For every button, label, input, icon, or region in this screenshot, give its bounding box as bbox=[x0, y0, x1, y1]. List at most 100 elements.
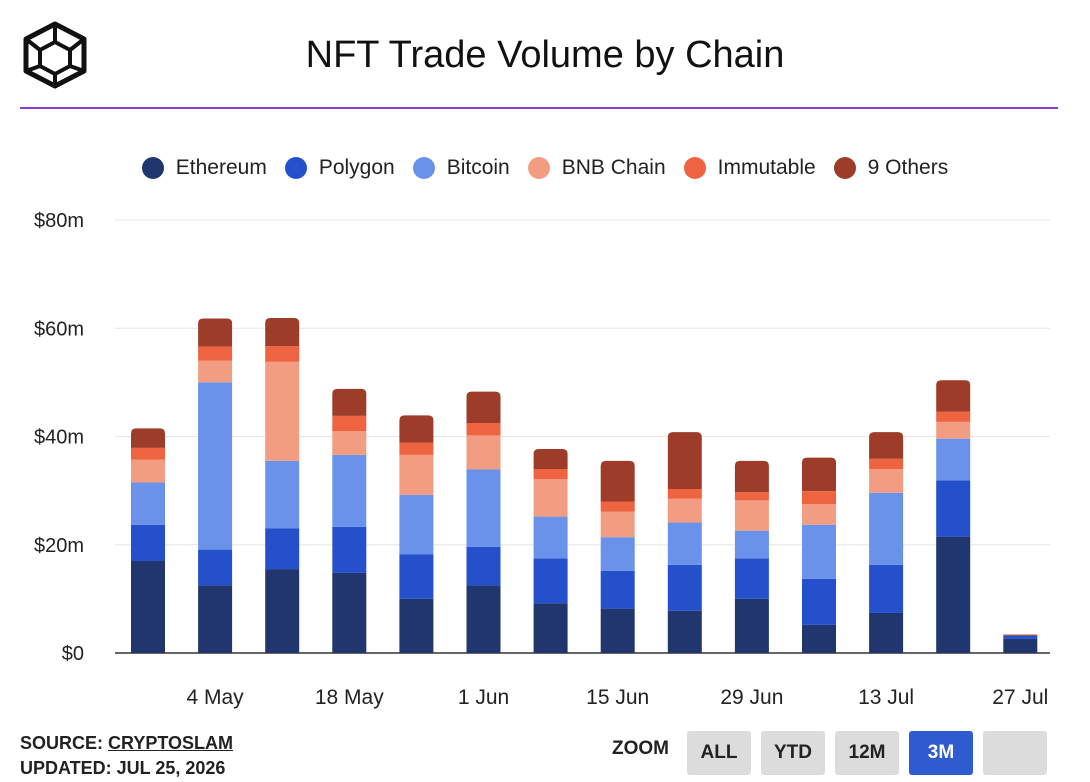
bar-segment-9-others bbox=[936, 380, 971, 412]
bar-segment-ethereum bbox=[198, 585, 233, 653]
bar-segment-polygon bbox=[466, 546, 501, 586]
bar-segment-bitcoin bbox=[131, 482, 165, 525]
bar-segment-immutable bbox=[399, 442, 434, 455]
legend-item-bitcoin[interactable]: Bitcoin bbox=[412, 156, 510, 180]
legend-item-polygon[interactable]: Polygon bbox=[284, 156, 395, 180]
bar-segment-ethereum bbox=[1003, 638, 1038, 653]
header-divider bbox=[20, 107, 1058, 109]
bar-segment-ethereum bbox=[734, 598, 769, 653]
zoom-controls: ZOOM ALL YTD 12M 3M bbox=[612, 731, 1057, 775]
bar-segment-9-others bbox=[466, 391, 501, 423]
bar-segment-9-others bbox=[869, 432, 904, 459]
bar-segment-immutable bbox=[198, 346, 233, 361]
bar-segment-ethereum bbox=[265, 569, 300, 653]
stacked-bar-chart: $0 $20m $40m $60m $80m 4 May 18 May 1 Jun 15 Jun… bbox=[34, 210, 1050, 709]
bar-segment-immutable bbox=[533, 468, 568, 480]
bar-segment-bnb-chain bbox=[533, 479, 568, 517]
bar-segment-bnb-chain bbox=[802, 504, 836, 525]
bar-segment-9-others bbox=[399, 415, 434, 443]
bar-segment-bitcoin bbox=[332, 454, 367, 527]
bar-segment-polygon bbox=[332, 526, 367, 573]
bar-segment-polygon bbox=[600, 570, 635, 609]
bar-segment-bnb-chain bbox=[399, 454, 434, 495]
bar-segment-bnb-chain bbox=[936, 421, 971, 439]
bar-segment-bitcoin bbox=[265, 460, 300, 529]
bar-segment-ethereum bbox=[869, 612, 904, 653]
bar-segment-polygon bbox=[131, 524, 165, 561]
bar-segment-polygon bbox=[667, 564, 702, 611]
bar-segment-9-others bbox=[734, 460, 769, 493]
bar-segment-bitcoin bbox=[533, 516, 568, 559]
bar-segment-immutable bbox=[131, 447, 165, 460]
legend-item-bnb-chain[interactable]: BNB Chain bbox=[527, 156, 666, 180]
y-tick-label: $40m bbox=[34, 427, 84, 449]
bar-segment-polygon bbox=[533, 558, 568, 604]
bar-segment-bnb-chain bbox=[466, 435, 501, 470]
legend-swatch bbox=[683, 157, 706, 179]
bar-segment-ethereum bbox=[802, 624, 836, 653]
bar-segment-immutable bbox=[936, 411, 971, 422]
source-link[interactable]: CRYPTOSLAM bbox=[108, 733, 234, 753]
bar-segment-9-others bbox=[332, 388, 367, 416]
bar-segment-9-others bbox=[802, 457, 836, 492]
legend-label: Ethereum bbox=[175, 156, 267, 179]
bar-segment-9-others bbox=[533, 448, 568, 469]
bar-segment-bnb-chain bbox=[198, 360, 233, 383]
bar-segment-immutable bbox=[667, 489, 702, 499]
legend-item-ethereum[interactable]: Ethereum bbox=[141, 156, 267, 180]
zoom-button-extra[interactable] bbox=[983, 731, 1047, 775]
legend-swatch bbox=[141, 157, 164, 179]
x-tick-label: 27 Jul bbox=[992, 686, 1048, 709]
bar-segment-bitcoin bbox=[466, 469, 501, 547]
bar-segment-immutable bbox=[869, 458, 904, 469]
x-tick-label: 29 Jun bbox=[720, 686, 783, 709]
y-tick-label: $0 bbox=[62, 643, 84, 665]
header: NFT Trade Volume by Chain bbox=[0, 0, 1090, 110]
bar-segment-ethereum bbox=[466, 585, 501, 653]
bar-segment-bitcoin bbox=[600, 537, 635, 571]
zoom-button-ytd[interactable]: YTD bbox=[761, 731, 825, 775]
bar-segment-ethereum bbox=[332, 572, 367, 653]
updated-date: UPDATED: JUL 25, 2026 bbox=[20, 758, 226, 778]
bar-segment-immutable bbox=[600, 501, 635, 512]
legend-swatch bbox=[412, 157, 435, 179]
legend-swatch bbox=[833, 157, 856, 179]
x-tick-label: 15 Jun bbox=[586, 686, 649, 709]
bar-segment-bnb-chain bbox=[600, 511, 635, 538]
bar-segment-bnb-chain bbox=[265, 361, 300, 461]
bar-segment-ethereum bbox=[600, 608, 635, 653]
footer-source: SOURCE: CRYPTOSLAM UPDATED: JUL 25, 2026 bbox=[20, 731, 233, 781]
bar-segment-ethereum bbox=[131, 560, 165, 653]
x-tick-label: 18 May bbox=[315, 686, 384, 709]
bar-segment-bitcoin bbox=[802, 524, 836, 579]
bar-segment-9-others bbox=[667, 432, 702, 490]
bar-segment-9-others bbox=[265, 317, 300, 347]
zoom-button-12m[interactable]: 12M bbox=[835, 731, 899, 775]
chart-legend: Ethereum Polygon Bitcoin BNB Chain Immutable… bbox=[0, 150, 1090, 186]
y-tick-label: $60m bbox=[34, 318, 84, 340]
bar-segment-immutable bbox=[466, 422, 501, 436]
bar-segment-ethereum bbox=[936, 536, 971, 653]
bar-segment-bitcoin bbox=[667, 522, 702, 565]
x-tick-label: 1 Jun bbox=[458, 686, 509, 709]
bar-segment-9-others bbox=[600, 460, 635, 502]
x-tick-label: 4 May bbox=[187, 686, 245, 709]
legend-label: Bitcoin bbox=[446, 156, 510, 179]
bar-segment-polygon bbox=[1003, 635, 1038, 639]
page-title: NFT Trade Volume by Chain bbox=[305, 34, 785, 76]
bar-segment-bnb-chain bbox=[667, 498, 702, 523]
legend-label: 9 Others bbox=[867, 156, 949, 179]
legend-swatch bbox=[527, 157, 550, 179]
legend-label: Immutable bbox=[717, 156, 816, 179]
bar-segment-9-others bbox=[1003, 634, 1038, 636]
bar-segment-9-others bbox=[131, 428, 165, 448]
zoom-label: ZOOM bbox=[612, 738, 669, 759]
zoom-button-all[interactable]: ALL bbox=[687, 731, 751, 775]
bar-segment-bitcoin bbox=[198, 382, 233, 550]
bar-segment-bitcoin bbox=[936, 438, 971, 481]
bar-segment-ethereum bbox=[667, 610, 702, 653]
legend-item-immutable[interactable]: Immutable bbox=[683, 156, 816, 180]
zoom-button-3m[interactable]: 3M bbox=[909, 731, 973, 775]
bar-segment-polygon bbox=[936, 480, 971, 537]
legend-item-9-others[interactable]: 9 Others bbox=[833, 156, 949, 180]
